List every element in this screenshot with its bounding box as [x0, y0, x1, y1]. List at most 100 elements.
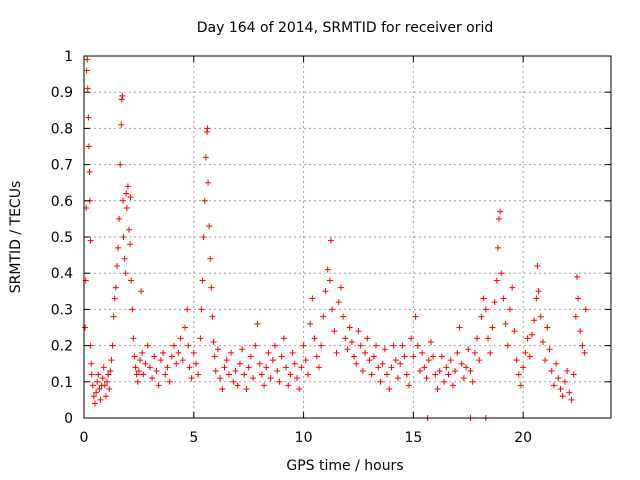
data-point: [175, 349, 182, 356]
data-point: [219, 386, 226, 393]
data-point: [289, 349, 296, 356]
data-point: [88, 360, 95, 367]
data-point: [566, 389, 573, 396]
y-tick-label: 0.2: [51, 339, 73, 355]
data-point: [564, 367, 571, 374]
data-point: [256, 360, 263, 367]
data-point: [149, 375, 156, 382]
data-point: [478, 313, 485, 320]
data-point: [200, 234, 207, 240]
data-point: [160, 349, 167, 356]
data-point: [524, 335, 531, 342]
data-point: [322, 288, 329, 295]
data-point: [570, 371, 577, 378]
data-point: [368, 371, 375, 378]
data-point: [111, 295, 118, 302]
data-point: [309, 295, 316, 302]
data-point: [328, 237, 335, 244]
data-point: [362, 349, 369, 356]
data-point: [254, 320, 261, 327]
data-point: [581, 349, 588, 356]
data-point: [456, 324, 463, 331]
data-point: [487, 349, 494, 356]
data-point: [118, 121, 125, 128]
data-point: [559, 393, 566, 400]
data-point: [123, 205, 130, 212]
y-tick-label: 0.7: [51, 158, 73, 174]
data-point: [315, 364, 322, 371]
data-point: [452, 367, 459, 374]
data-point: [515, 371, 522, 378]
data-point: [575, 295, 582, 302]
data-point: [130, 335, 137, 342]
data-point: [311, 335, 318, 342]
data-point: [186, 364, 193, 371]
data-point: [412, 313, 419, 320]
data-point: [460, 375, 467, 382]
data-point: [416, 367, 423, 374]
data-point: [441, 378, 448, 385]
grid: [84, 56, 611, 418]
data-point: [232, 367, 239, 374]
data-point: [86, 168, 93, 175]
data-point: [97, 396, 104, 403]
data-point: [115, 244, 122, 251]
data-point: [522, 349, 529, 356]
data-point: [384, 371, 391, 378]
data-point: [109, 342, 116, 349]
data-point: [381, 346, 388, 353]
data-point: [414, 342, 421, 349]
data-point: [83, 67, 90, 74]
data-point: [127, 194, 134, 201]
data-point: [331, 328, 338, 335]
data-point: [110, 313, 117, 320]
data-point: [209, 313, 216, 320]
data-point: [395, 375, 402, 382]
data-point: [476, 357, 483, 364]
data-point: [123, 190, 130, 197]
data-point: [329, 306, 336, 313]
data-point: [502, 320, 509, 327]
data-point: [579, 342, 586, 349]
data-point: [568, 396, 575, 403]
data-point: [302, 357, 309, 364]
data-point: [88, 371, 95, 378]
data-point: [265, 349, 272, 356]
data-point: [427, 338, 434, 345]
data-point: [140, 371, 147, 378]
data-point: [293, 375, 300, 382]
data-point: [283, 364, 290, 371]
x-tick-label: 20: [514, 430, 532, 446]
data-point: [509, 284, 516, 291]
data-point: [132, 364, 139, 371]
data-point: [364, 335, 371, 342]
data-point: [520, 364, 527, 371]
data-point: [93, 389, 100, 396]
data-point: [228, 349, 235, 356]
data-point: [544, 324, 551, 331]
data-point: [122, 270, 129, 277]
data-point: [463, 364, 470, 371]
data-point: [221, 364, 228, 371]
data-point: [408, 335, 415, 342]
data-point: [410, 353, 417, 360]
data-point: [204, 125, 211, 132]
data-point: [307, 320, 314, 327]
data-point: [138, 288, 145, 295]
data-point: [94, 378, 101, 385]
data-point: [96, 386, 103, 393]
data-point: [104, 378, 111, 385]
data-point: [572, 313, 579, 320]
data-point: [335, 299, 342, 306]
data-point: [263, 364, 270, 371]
data-point: [535, 288, 542, 295]
data-point: [179, 357, 186, 364]
data-point: [234, 382, 241, 389]
data-point: [390, 342, 397, 349]
data-point: [511, 328, 518, 335]
x-tick-label: 5: [189, 430, 198, 446]
data-point: [370, 353, 377, 360]
data-point: [573, 273, 580, 280]
data-point: [166, 378, 173, 385]
